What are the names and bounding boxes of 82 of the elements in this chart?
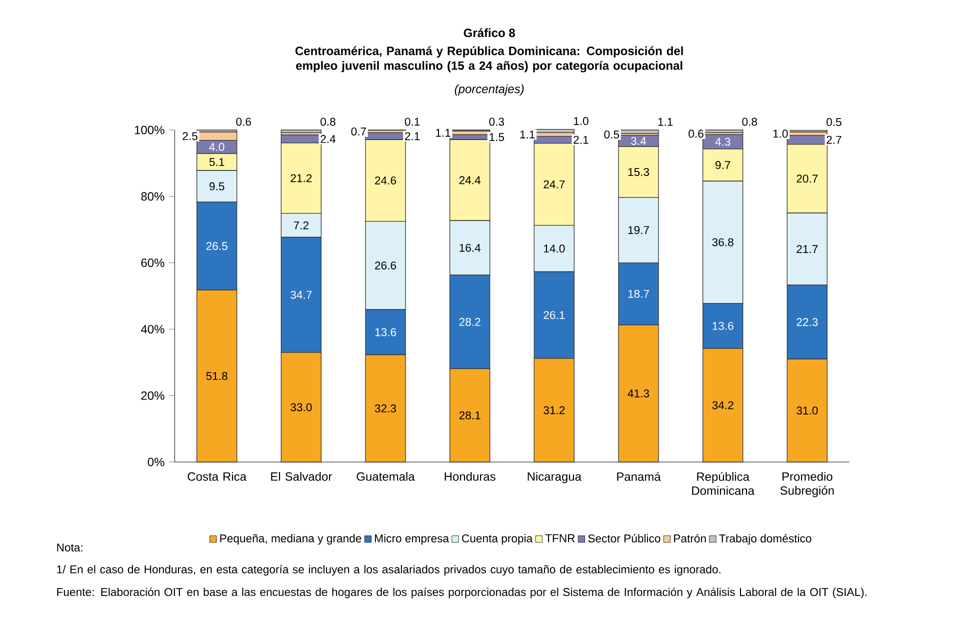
data-label: 1.1: [436, 128, 450, 137]
data-label: 26.1: [544, 311, 565, 320]
data-label: 2.5: [182, 132, 198, 140]
data-label: 0.6: [688, 130, 704, 138]
x-tick-label: República Dominicana: [692, 472, 754, 495]
data-label: 16.4: [460, 244, 481, 252]
data-label: 21.2: [290, 174, 312, 182]
data-label: 14.0: [544, 244, 565, 253]
legend-label: Cuenta propia: [462, 534, 533, 545]
source-note: Fuente: Elaboración OIT en base a las encuestas de hogares de los países porporcionadas por el Sistema de Información y Análisis Laboral de la OIT (SIAL).: [57, 588, 866, 598]
x-tick-label: Honduras: [444, 472, 496, 481]
data-label: 31.0: [796, 406, 818, 415]
y-tick-label: 40%: [140, 324, 164, 334]
data-label: 21.7: [796, 245, 818, 253]
data-label: 0.8: [320, 118, 336, 126]
legend-label: Micro empresa: [375, 534, 450, 545]
data-label: 1.0: [574, 117, 588, 126]
data-label: 19.7: [628, 226, 649, 234]
data-label: 24.4: [459, 176, 481, 184]
data-label: 2.7: [826, 136, 842, 144]
data-label: 7.2: [294, 221, 308, 230]
data-label: 28.2: [459, 318, 480, 326]
data-label: 24.7: [544, 180, 565, 188]
data-label: 2.4: [320, 135, 336, 143]
legend-label: Pequeña, mediana y grande: [220, 534, 362, 545]
data-label: 1.1: [520, 130, 535, 138]
data-label: 34.2: [712, 401, 734, 410]
data-label: 36.8: [712, 238, 734, 246]
data-label: 15.3: [628, 168, 650, 176]
data-label: 51.8: [206, 372, 228, 380]
data-label: 9.5: [209, 182, 224, 190]
data-label: 4.3: [715, 138, 730, 146]
data-label: 18.7: [628, 290, 649, 298]
data-label: 31.2: [544, 406, 565, 414]
data-label: 41.3: [628, 389, 650, 398]
data-label: 4.0: [209, 142, 224, 151]
legend-label: Sector Público: [588, 534, 660, 542]
data-label: 9.7: [715, 161, 730, 170]
legend-label: Patrón: [674, 534, 706, 542]
data-label: 1.5: [490, 133, 504, 142]
data-label: 0.1: [404, 118, 420, 126]
text: Nota:: [57, 544, 82, 552]
y-tick-label: 0%: [148, 458, 164, 466]
data-label: 33.0: [290, 403, 312, 412]
legend-label: Trabajo doméstico: [719, 534, 812, 545]
y-tick-label: 60%: [141, 258, 164, 268]
y-tick-label: 80%: [141, 192, 164, 201]
data-label: 20.7: [796, 174, 818, 183]
data-label: 1.0: [773, 130, 788, 138]
data-label: 26.6: [375, 261, 396, 270]
x-tick-label: Panamá: [617, 472, 661, 481]
data-label: 28.1: [459, 411, 480, 420]
y-tick-label: 20%: [141, 391, 164, 400]
data-label: 1.1: [658, 118, 673, 126]
y-tick-label: 100%: [134, 126, 164, 134]
data-label: 13.6: [712, 322, 734, 330]
x-tick-label: Nicaragua: [528, 472, 582, 484]
x-tick-label: El Salvador: [271, 472, 332, 481]
text: (porcentajes): [454, 84, 524, 96]
x-tick-label: Guatemala: [356, 472, 415, 481]
data-label: 3.4: [631, 136, 646, 145]
data-label: 22.3: [796, 318, 818, 326]
text: 1/ En el caso de Honduras, en esta categoría se incluyen a los asalariados privados cuyo tamaño de establecimiento es ignorado.: [57, 564, 720, 576]
data-label: 0.6: [236, 118, 252, 126]
data-label: 2.1: [405, 132, 420, 140]
data-label: 0.5: [826, 118, 842, 126]
data-label: 5.1: [209, 158, 224, 166]
data-label: 34.7: [290, 290, 312, 299]
data-label: 0.8: [742, 118, 758, 126]
x-tick-label: Promedio Subregión: [780, 472, 834, 498]
data-label: 0.3: [489, 118, 504, 126]
data-label: 24.6: [375, 176, 396, 184]
data-label: 0.7: [351, 127, 366, 136]
chart-subtitle: Centroamérica, Panamá y República Dominicana: Composición del empleo juvenil masculino (15 a 24 años) por categoría ocupacional: [295, 46, 683, 72]
data-label: 2.1: [574, 136, 588, 144]
data-label: 32.3: [374, 404, 396, 412]
data-label: 26.5: [206, 242, 228, 250]
x-tick-label: Costa Rica: [188, 472, 246, 481]
data-label: 13.6: [375, 328, 396, 336]
legend-label: TFNR: [545, 534, 575, 542]
chart-title: Gráfico 8: [464, 28, 515, 38]
data-label: 0.5: [604, 130, 620, 138]
